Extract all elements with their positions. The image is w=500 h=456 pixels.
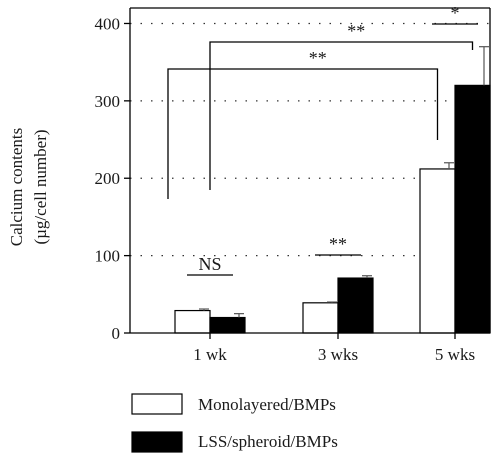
bar-lss-spheroid-1 xyxy=(337,277,374,334)
significance-label-1: ** xyxy=(329,234,347,254)
significance-bracket-0 xyxy=(167,68,439,199)
x-tick-label-1: 3 wks xyxy=(318,345,358,364)
significance-label-2: * xyxy=(451,3,460,23)
y-axis-title-line-1: Calcium contents xyxy=(7,128,26,247)
legend-label-lss-spheroid: LSS/spheroid/BMPs xyxy=(198,432,338,451)
x-tick-label-2: 5 wks xyxy=(435,345,475,364)
y-axis-title-line-2: (µg/cell number) xyxy=(31,129,50,244)
x-tick-label-0: 1 wk xyxy=(193,345,227,364)
legend: Monolayered/BMPs LSS/spheroid/BMPs xyxy=(131,393,338,453)
bar-monolayered-2 xyxy=(419,168,456,334)
bar-lss-spheroid-2 xyxy=(454,84,491,334)
axes: 0 100 200 300 400 1 wk 3 wks 5 wks xyxy=(95,7,491,364)
y-tick-label-100: 100 xyxy=(95,247,121,266)
legend-swatch-monolayered xyxy=(131,393,183,415)
significance-bracket-label-0: ** xyxy=(309,48,327,68)
error-bars xyxy=(199,46,489,318)
bar-monolayered-1 xyxy=(302,302,339,334)
significance-annotations: NS******* xyxy=(167,3,478,276)
bar-lss-spheroid-0 xyxy=(209,316,246,334)
grid-lines xyxy=(130,22,490,257)
bars xyxy=(174,84,491,334)
legend-label-monolayered: Monolayered/BMPs xyxy=(198,395,336,414)
legend-swatch-lss-spheroid xyxy=(131,431,183,453)
y-tick-label-0: 0 xyxy=(112,324,121,343)
y-tick-label-400: 400 xyxy=(95,14,121,33)
significance-bracket-1 xyxy=(209,41,474,190)
y-tick-label-300: 300 xyxy=(95,92,121,111)
y-tick-label-200: 200 xyxy=(95,169,121,188)
significance-bracket-label-1: ** xyxy=(347,21,365,41)
bar-monolayered-0 xyxy=(174,309,211,334)
significance-label-0: NS xyxy=(198,254,221,274)
